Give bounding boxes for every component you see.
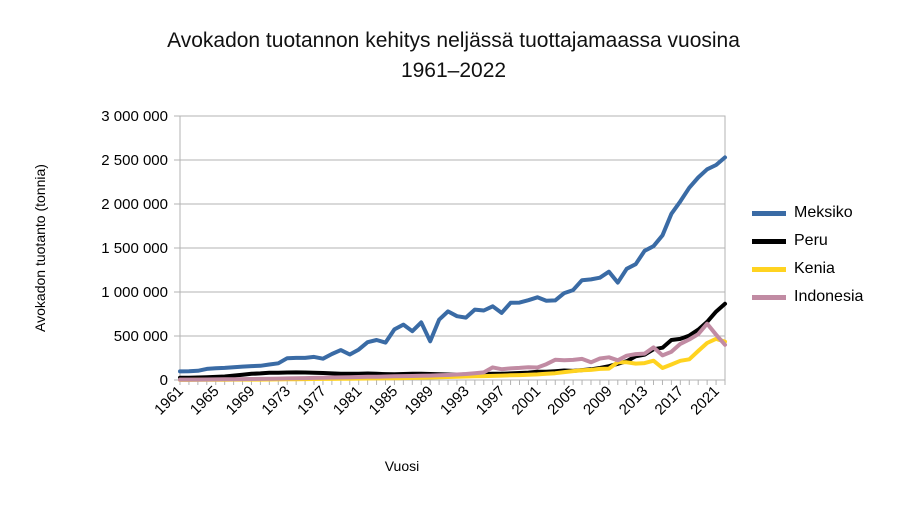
x-tick-labels: 1961 1965 1969 1973 1977 1981 1985 1989 1993 1997…	[151, 383, 723, 419]
legend: Meksiko Peru Kenia Indonesia	[752, 199, 863, 311]
chart-title-line1: Avokadon tuotannon kehitys neljässä tuot…	[167, 29, 740, 52]
x-axis-title: Vuosi	[384, 458, 420, 474]
x-tick-label: 2001	[509, 383, 545, 419]
x-tick-label: 1993	[437, 383, 473, 419]
x-tick-label: 1985	[366, 383, 402, 419]
x-tick-label: 1965	[187, 383, 223, 419]
x-tick-label: 1969	[223, 383, 259, 419]
gridlines	[174, 115, 725, 381]
legend-swatch-kenia	[752, 266, 786, 272]
y-axis-title: Avokadon tuotanto (tonnia)	[32, 164, 48, 332]
legend-item-peru: Peru	[752, 227, 863, 255]
y-tick-label: 1 000 000	[101, 284, 168, 301]
y-tick-labels: 0 500 000 1 000 000 1 500 000 2 000 000 2 500…	[101, 108, 168, 389]
x-tick-label: 1961	[151, 383, 187, 419]
series-line-meksiko	[178, 155, 727, 374]
legend-swatch-meksiko	[752, 210, 786, 216]
legend-label: Indonesia	[794, 288, 864, 305]
legend-label: Peru	[794, 232, 828, 249]
legend-item-kenia: Kenia	[752, 255, 863, 283]
chart-title-line2: 1961–2022	[400, 59, 507, 82]
series-line-indonesia	[178, 321, 727, 382]
x-tick-label: 1973	[258, 383, 294, 419]
y-tick-label: 0	[160, 372, 168, 389]
y-tick-label: 1 500 000	[101, 240, 168, 257]
x-tick-label: 1977	[294, 383, 330, 419]
y-tick-label: 2 000 000	[101, 196, 168, 213]
x-tick-label: 2005	[544, 383, 580, 419]
x-tick-label: 2021	[687, 383, 723, 419]
series-lines	[178, 155, 727, 382]
y-tick-label: 500 000	[114, 328, 168, 345]
x-tick-label: 2009	[580, 383, 616, 419]
chart-title: Avokadon tuotannon kehitys neljässä tuot…	[0, 26, 907, 86]
x-tick-label: 2013	[616, 383, 652, 419]
x-tick-label: 1997	[473, 383, 509, 419]
x-tick-label: 1981	[330, 383, 366, 419]
x-tick-label: 1989	[401, 383, 437, 419]
plot-border	[179, 115, 726, 381]
y-tick-label: 2 500 000	[101, 152, 168, 169]
y-tick-label: 3 000 000	[101, 108, 168, 125]
legend-item-indonesia: Indonesia	[752, 283, 863, 311]
legend-label: Meksiko	[794, 204, 853, 221]
x-tick-label: 2017	[652, 383, 688, 419]
legend-swatch-peru	[752, 238, 786, 244]
legend-swatch-indonesia	[752, 294, 786, 300]
legend-item-meksiko: Meksiko	[752, 199, 863, 227]
legend-label: Kenia	[794, 260, 835, 277]
